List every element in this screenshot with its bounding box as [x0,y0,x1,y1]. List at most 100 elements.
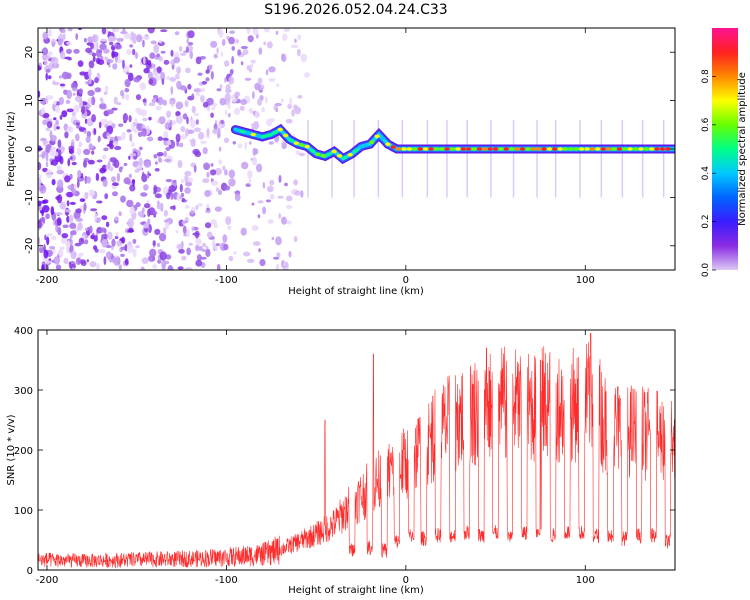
heatmap-cell [248,107,254,114]
heatmap-cell [166,192,171,200]
heatmap-cell [73,104,80,113]
snr-panel: -200 -100 0 100 0 100 200 300 400 Height of stra… [6,326,676,596]
heatmap-cell [66,89,73,99]
ridge-point [536,147,542,151]
heatmap-cell [293,235,298,243]
heatmap-cell [94,212,98,221]
ridge-point [573,147,579,151]
heatmap-cell [94,248,99,253]
heatmap-cell [92,56,96,62]
heatmap-cell [206,106,210,112]
heatmap-cell [39,184,47,194]
heatmap-cell [156,66,162,74]
heatmap-cell [205,77,210,82]
heatmap-cell [275,30,279,35]
heatmap-cell [90,208,98,212]
heatmap-cell [88,77,92,83]
heatmap-cell [209,64,213,69]
ridge-point [439,147,445,151]
heatmap-cell [267,41,273,49]
heatmap-cell [38,161,42,171]
heatmap-streak [466,120,468,198]
heatmap-cell [265,199,271,203]
heatmap-cell [141,173,148,183]
heatmap-cell [59,115,63,120]
heatmap-cell [281,142,287,150]
heatmap-cell [214,206,222,212]
heatmap-cell [163,150,167,158]
heatmap-cell [103,48,110,54]
heatmap-cell [78,28,82,31]
heatmap-cell [265,69,269,76]
heatmap-cell [75,257,81,266]
heatmap-cell [152,240,156,247]
heatmap-cell [149,248,157,258]
heatmap-cell [290,44,299,49]
heatmap-cell [38,236,41,246]
ridge-point [261,134,267,139]
ridge-point [665,147,671,151]
ridge-point [315,152,321,157]
heatmap-cell [45,117,50,122]
heatmap-cell [98,121,102,129]
heatmap-cell [105,245,112,248]
heatmap-cell [103,147,109,152]
snr-xtick-label: 100 [576,575,595,586]
heatmap-cell [114,235,119,240]
ridge-point [374,134,380,139]
snr-xlabel: Height of straight line (km) [288,585,424,596]
heatmap-cell [100,38,108,42]
ridge-point [606,147,612,151]
heatmap-cell [274,102,283,107]
heatmap-cell [202,178,210,184]
heatmap-cell [39,210,45,214]
heatmap-cell [88,225,93,234]
heatmap-cell [65,99,71,104]
heatmap-cell [132,48,136,56]
heatmap-cell [157,96,164,106]
heatmap-cell [158,55,163,62]
heatmap-cell [164,260,170,265]
heatmap-cell [94,77,99,84]
heatmap-cell [190,210,195,214]
heatmap-cell [173,56,181,64]
heatmap-cell [218,146,222,152]
heatmap-cell [57,139,62,148]
heatmap-cell [57,226,62,236]
heatmap-cell [223,185,231,191]
ridge-point [649,147,655,151]
heatmap-cell [46,233,53,237]
heatmap-cell [73,48,80,54]
heatmap-cell [47,51,53,56]
heatmap-cell [214,246,219,251]
heatmap-streak [600,120,603,198]
heatmap-cell [132,238,137,244]
heatmap-cell [241,161,249,170]
heatmap-cell [273,256,280,260]
heatmap-cell [176,243,183,250]
heatmap-cell [244,141,247,150]
ridge-point [342,155,348,160]
heatmap-cell [109,41,114,46]
heatmap-cell [81,105,86,115]
heatmap-cell [202,101,209,108]
heatmap-cell [175,111,181,116]
heatmap-cell [128,173,132,179]
heatmap-cell [42,140,49,144]
heatmap-xtick-label: 100 [576,275,595,286]
heatmap-cell [40,137,47,142]
heatmap-cell [153,44,159,54]
ridge-point [299,143,305,147]
heatmap-cell [239,105,245,112]
snr-ytick-label: 0 [27,566,33,577]
heatmap-cell [45,127,50,132]
heatmap-cell [189,119,196,128]
heatmap-cell [228,169,236,179]
heatmap-cell [124,88,130,93]
heatmap-cell [240,61,244,66]
heatmap-cell [148,78,154,85]
heatmap-cell [158,157,163,163]
heatmap-cell [169,100,176,105]
heatmap-cell [219,97,226,106]
ridge-point [412,147,418,151]
